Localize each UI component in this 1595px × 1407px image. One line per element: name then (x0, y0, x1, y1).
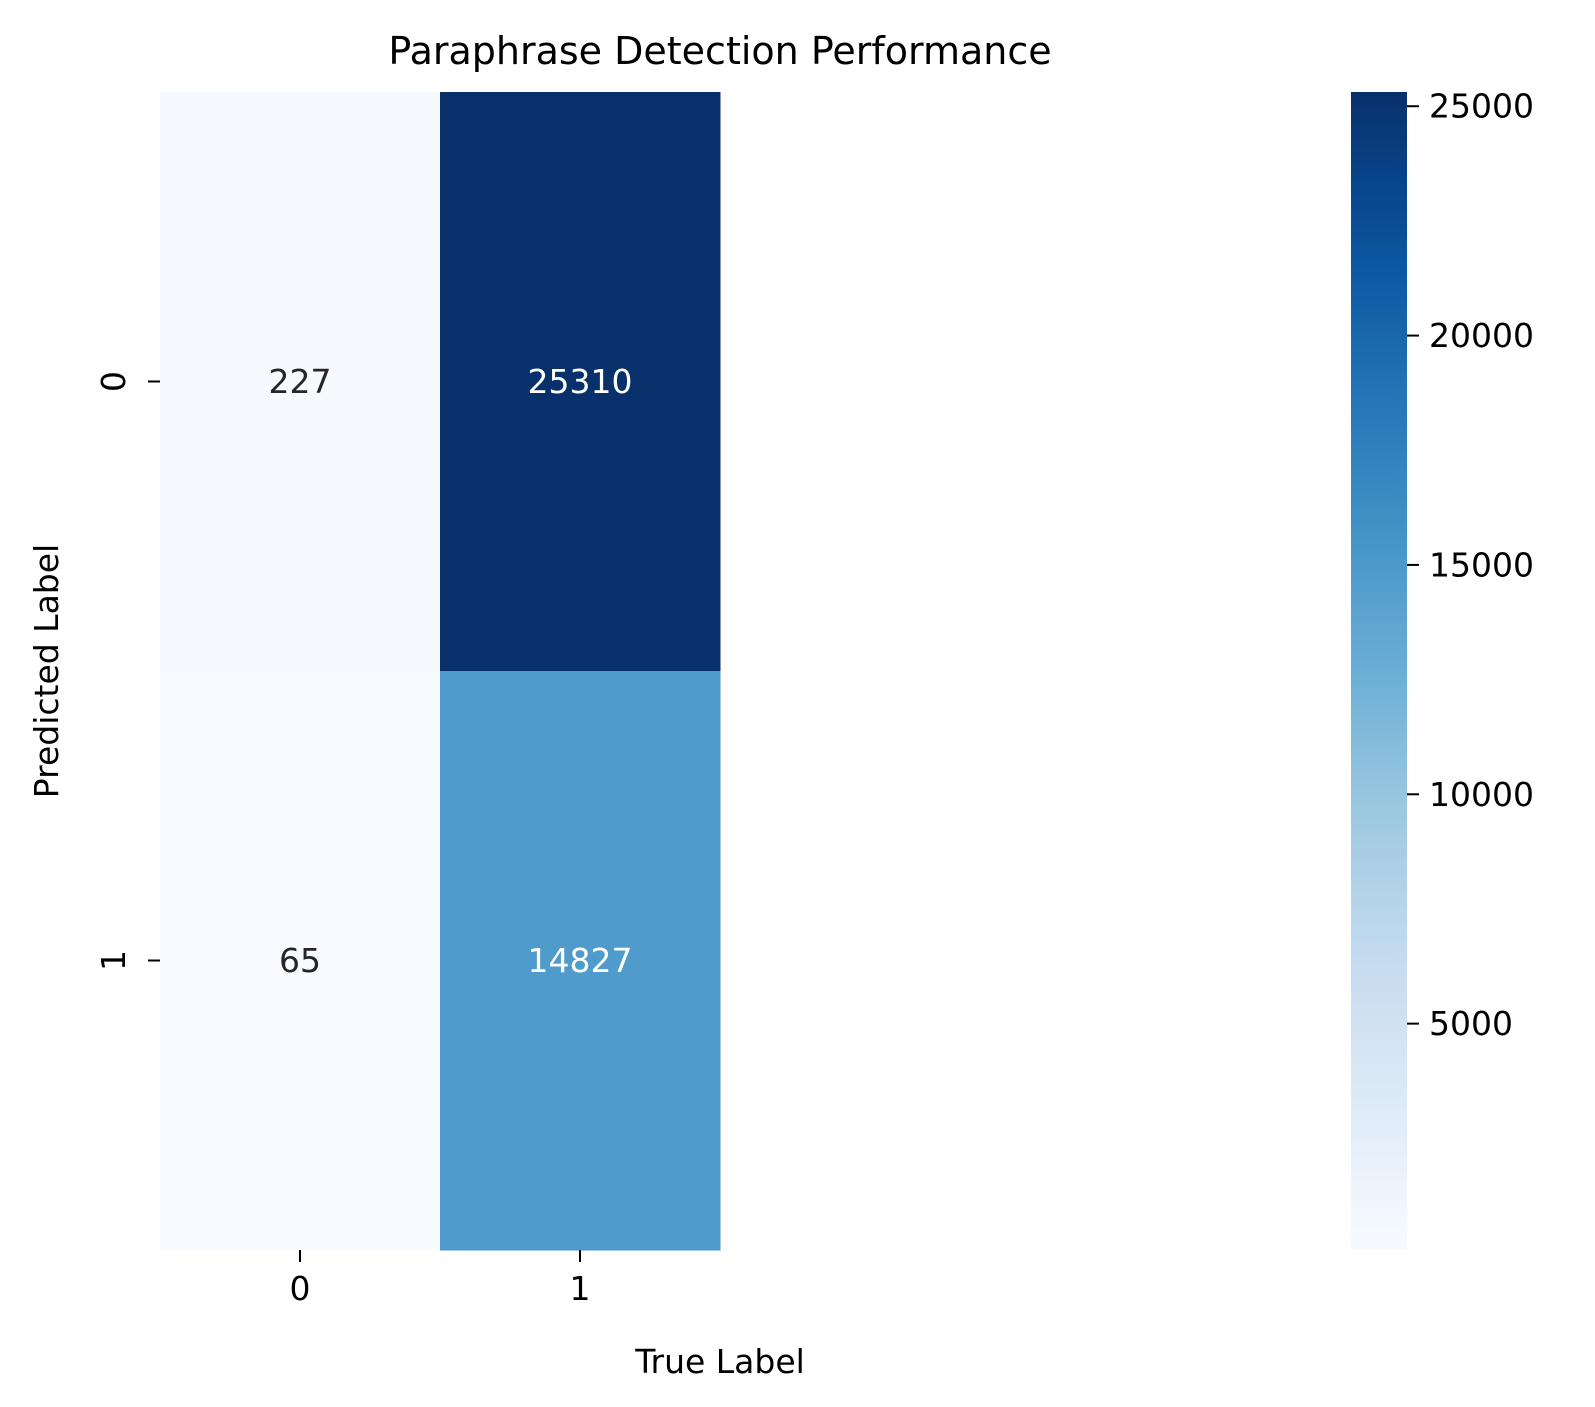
colorbar (1351, 92, 1407, 1250)
heatmap-cell-label-r0-c0: 227 (269, 362, 332, 401)
colorbar-tick-label: 15000 (1429, 545, 1534, 584)
heatmap-cell-r1-c1 (440, 671, 721, 1251)
y-axis-ticks: 01 (94, 371, 160, 971)
y-tick-label: 0 (94, 371, 133, 392)
colorbar-ticks: 5000 10000 15000 20000 25000 (1407, 87, 1534, 1043)
heatmap-cells (160, 92, 721, 1251)
colorbar-tick-label: 5000 (1429, 1004, 1513, 1043)
heatmap-cell-r1-c0 (160, 671, 441, 1251)
heatmap-cell-r0-c1 (440, 92, 721, 672)
y-tick-label: 1 (94, 950, 133, 971)
colorbar-tick-label: 10000 (1429, 775, 1534, 814)
heatmap-cell-labels: 227 25310 65 14827 (269, 362, 633, 980)
heatmap-cell-label-r1-c0: 65 (279, 941, 321, 980)
y-axis-label: Predicted Label (27, 544, 66, 798)
heatmap-cell-label-r1-c1: 14827 (528, 941, 633, 980)
heatmap-cell-label-r0-c1: 25310 (528, 362, 633, 401)
heatmap-cell-r0-c0 (160, 92, 441, 672)
x-tick-label: 0 (290, 1269, 311, 1308)
chart-title: Paraphrase Detection Performance (388, 29, 1051, 73)
colorbar-tick-label: 20000 (1429, 316, 1534, 355)
x-tick-label: 1 (570, 1269, 591, 1308)
x-axis-label: True Label (634, 1342, 805, 1381)
colorbar-tick-label: 25000 (1429, 87, 1534, 126)
